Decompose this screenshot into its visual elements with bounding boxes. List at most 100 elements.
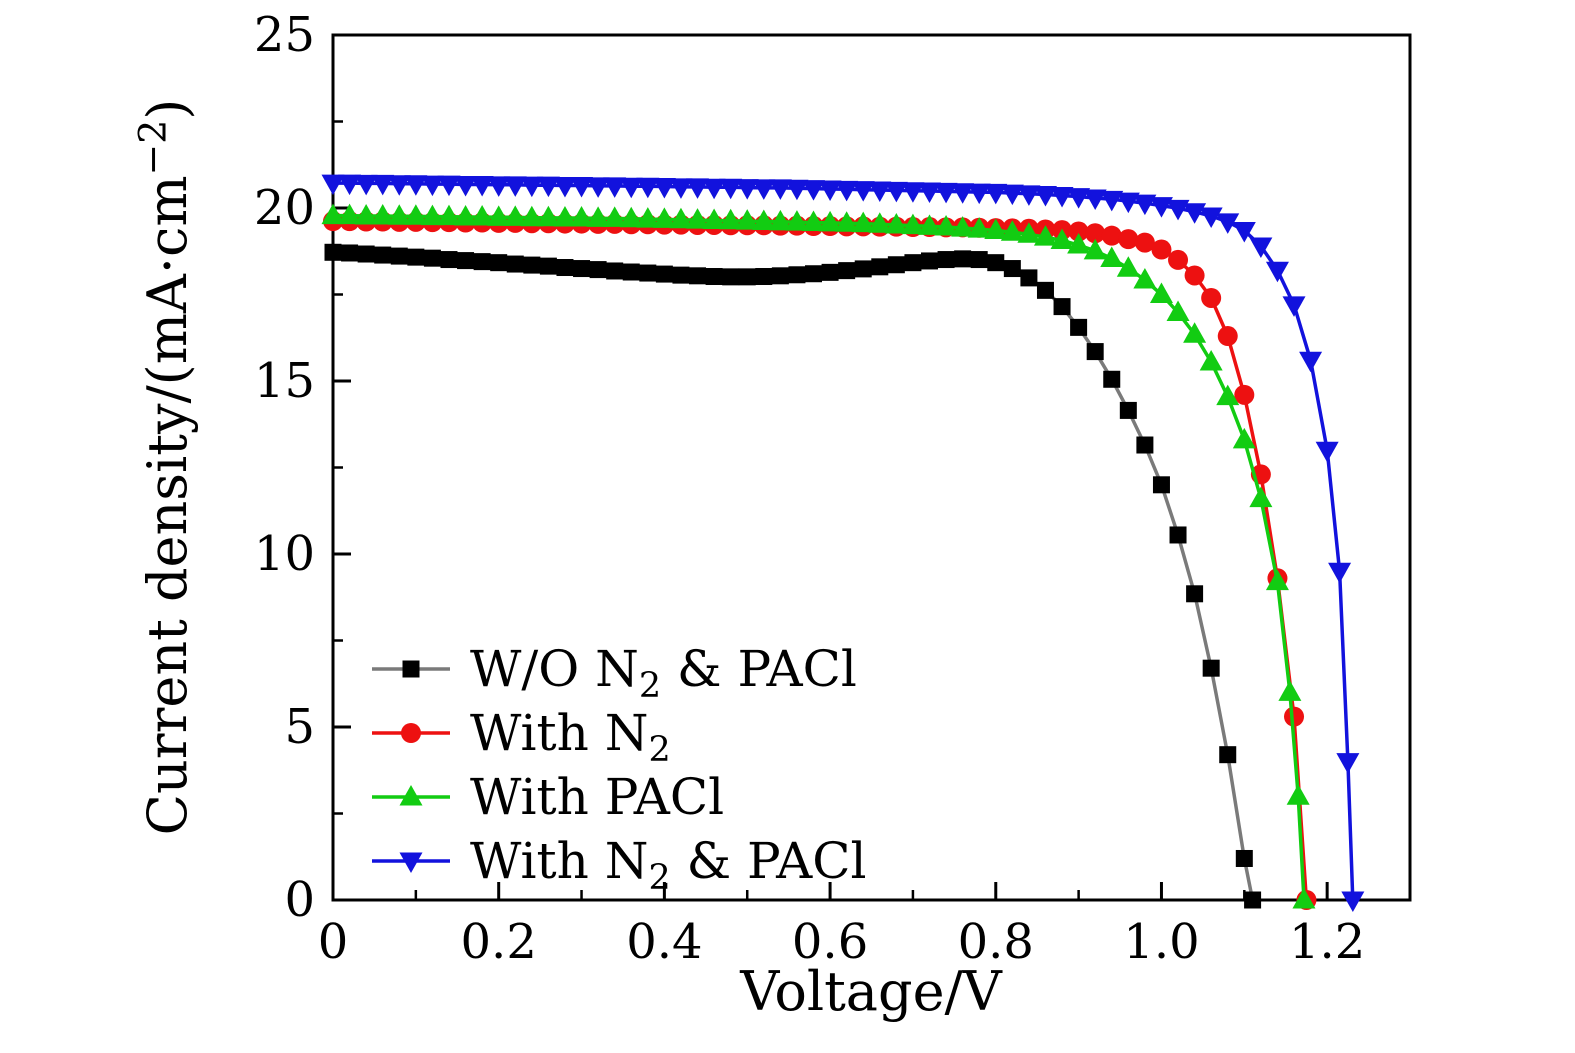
circle-marker <box>1217 326 1238 347</box>
triangle-up-marker <box>669 207 693 229</box>
triangle-down-marker <box>399 852 423 873</box>
circle-marker <box>1151 239 1172 260</box>
y-tick-label: 5 <box>284 699 315 755</box>
legend-entry-with-n2: With N2 <box>372 704 671 770</box>
legend-label-wo-n2-pacl: W/O N2 & PACl <box>470 640 857 706</box>
x-tick-label: 1.0 <box>1123 914 1199 970</box>
triangle-up-marker <box>1232 427 1256 449</box>
triangle-down-marker <box>1133 194 1157 216</box>
square-marker <box>689 267 707 285</box>
triangle-down-marker <box>503 176 527 197</box>
triangle-down-marker <box>1116 192 1140 214</box>
square-marker <box>390 247 408 265</box>
triangle-up-marker <box>420 204 444 226</box>
x-tick-label: 0.2 <box>461 914 537 970</box>
subscript: 2 <box>648 730 670 770</box>
triangle-up-marker <box>984 218 1008 239</box>
square-marker <box>987 254 1005 272</box>
x-tick-label: 0.8 <box>958 914 1034 970</box>
y-tick-label: 15 <box>254 353 315 409</box>
triangle-down-marker <box>1341 891 1365 912</box>
text-run: W/O N <box>470 640 639 698</box>
triangle-up-marker <box>1083 238 1107 260</box>
text-run: With N <box>470 704 648 762</box>
triangle-down-marker <box>1299 351 1323 373</box>
triangle-down-marker <box>1265 261 1289 283</box>
legend-label-with-n2-pacl: With N2 & PACl <box>470 832 866 898</box>
triangle-up-marker <box>802 210 826 232</box>
triangle-up-marker <box>1017 222 1041 243</box>
square-marker <box>324 243 342 261</box>
series-with-n2-pacl <box>321 174 1365 912</box>
triangle-down-marker <box>652 178 676 199</box>
triangle-down-marker <box>901 182 925 203</box>
y-tick-label: 10 <box>254 526 315 582</box>
triangle-down-marker <box>1232 221 1256 243</box>
triangle-down-marker <box>702 178 726 200</box>
triangle-down-marker <box>951 183 975 204</box>
triangle-up-marker <box>1149 282 1173 303</box>
triangle-up-marker <box>536 205 560 227</box>
triangle-down-marker <box>1067 188 1091 209</box>
triangle-down-marker <box>520 176 544 198</box>
square-marker <box>672 266 690 284</box>
square-marker <box>805 265 823 283</box>
triangle-down-marker <box>437 175 461 197</box>
triangle-up-marker <box>1265 569 1289 591</box>
triangle-down-marker <box>487 176 511 197</box>
triangle-down-marker <box>1166 199 1190 221</box>
triangle-up-marker <box>586 206 610 227</box>
square-marker <box>655 265 673 283</box>
triangle-up-marker <box>404 204 428 225</box>
square-marker <box>506 255 524 273</box>
triangle-up-marker <box>967 217 991 238</box>
square-marker <box>407 248 425 266</box>
triangle-down-marker <box>553 177 577 198</box>
square-marker <box>1119 401 1137 419</box>
triangle-up-marker <box>636 207 660 228</box>
triangle-up-marker <box>1133 267 1157 289</box>
triangle-down-marker <box>768 179 792 200</box>
square-marker <box>1235 849 1253 867</box>
triangle-up-marker <box>570 206 594 227</box>
triangle-down-marker <box>1100 190 1124 212</box>
circle-marker <box>1085 223 1106 244</box>
square-marker <box>954 250 972 268</box>
square-marker <box>871 258 889 276</box>
square-marker <box>1169 526 1187 544</box>
triangle-down-marker <box>570 177 594 198</box>
triangle-up-marker <box>437 204 461 226</box>
square-marker <box>788 266 806 284</box>
square-marker <box>1136 436 1154 454</box>
triangle-up-marker <box>553 206 577 227</box>
triangle-up-marker <box>735 209 759 230</box>
square-marker <box>821 263 839 281</box>
circle-marker <box>1284 706 1305 727</box>
circle-marker <box>1101 225 1122 246</box>
triangle-up-marker <box>1116 256 1140 277</box>
square-marker <box>639 264 657 282</box>
triangle-up-marker <box>835 211 859 232</box>
triangle-down-marker <box>354 174 378 196</box>
square-marker <box>440 251 458 269</box>
triangle-up-marker <box>719 208 743 230</box>
square-marker <box>1003 260 1021 278</box>
circle-marker <box>1234 384 1255 405</box>
square-marker <box>705 268 723 286</box>
triangle-down-marker <box>1328 562 1352 584</box>
square-marker <box>523 256 541 274</box>
square-marker <box>589 261 607 279</box>
triangle-down-marker <box>967 183 991 205</box>
triangle-down-marker <box>1017 185 1041 206</box>
legend-entry-with-pacl: With PACl <box>372 768 724 826</box>
triangle-down-marker <box>868 181 892 203</box>
square-marker <box>423 249 441 267</box>
series-line-with-n2-pacl <box>333 181 1355 901</box>
triangle-down-marker <box>1083 189 1107 210</box>
triangle-down-marker <box>818 180 842 201</box>
text-run: & PACl <box>661 640 857 698</box>
text-run: ) <box>136 99 199 120</box>
circle-marker <box>1201 287 1222 308</box>
